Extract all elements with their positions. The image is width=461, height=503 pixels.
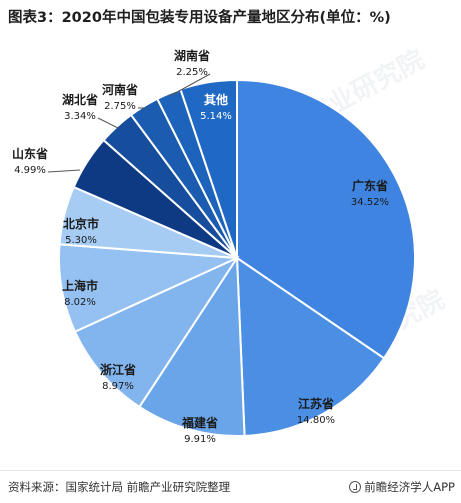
slice-label-浙江省: 浙江省	[100, 362, 136, 377]
slice-value-上海市: 8.02%	[64, 297, 96, 308]
slice-value-浙江省: 8.97%	[102, 381, 134, 392]
slice-label-山东省: 山东省	[12, 146, 48, 161]
slice-label-福建省: 福建省	[181, 415, 218, 430]
pie-slice-上海市	[58, 243, 238, 334]
slice-label-湖北省: 湖北省	[62, 92, 98, 107]
pie-slice-其他	[179, 78, 238, 259]
slice-label-湖南省: 湖南省	[174, 48, 210, 63]
slice-value-江苏省: 14.80%	[297, 415, 335, 426]
slice-label-河南省: 河南省	[101, 82, 138, 97]
pie-slice-江苏省	[235, 256, 386, 437]
leader-line-山东省	[47, 169, 81, 173]
slice-value-河南省: 2.75%	[104, 101, 136, 112]
slice-value-福建省: 9.91%	[184, 434, 216, 445]
pie-slice-广东省	[236, 78, 416, 360]
slice-value-湖北省: 3.34%	[64, 111, 96, 122]
brand-icon	[349, 481, 362, 493]
slice-value-广东省: 34.52%	[351, 197, 389, 208]
source-text: 资料来源：国家统计局 前瞻产业研究院整理	[8, 480, 231, 494]
slice-label-上海市: 上海市	[62, 278, 98, 293]
chart-title: 图表3：2020年中国包装专用设备产量地区分布(单位：%)	[8, 10, 391, 26]
slice-value-其他: 5.14%	[200, 111, 232, 122]
slice-label-江苏省: 江苏省	[298, 396, 334, 411]
brand: 前瞻经济学人APP	[349, 479, 455, 495]
slice-label-其他: 其他	[204, 92, 228, 107]
leader-line-湖南省	[169, 73, 211, 97]
leader-line-湖北省	[97, 117, 119, 129]
slice-label-北京市: 北京市	[63, 216, 99, 231]
footer: 资料来源：国家统计局 前瞻产业研究院整理 前瞻经济学人APP	[0, 470, 461, 503]
pie-slice-福建省	[138, 254, 246, 437]
pie-slice-浙江省	[73, 255, 240, 409]
slice-label-广东省: 广东省	[352, 178, 388, 193]
brand-text: 前瞻经济学人APP	[364, 480, 455, 494]
slice-value-北京市: 5.30%	[65, 235, 97, 246]
pie-chart: 广东省 34.52% 江苏省 14.80% 福建省 9.91% 浙江省 8.97% 上海市 8.0…	[12, 48, 416, 445]
slice-value-山东省: 4.99%	[14, 165, 46, 176]
slice-value-湖南省: 2.25%	[176, 67, 208, 78]
